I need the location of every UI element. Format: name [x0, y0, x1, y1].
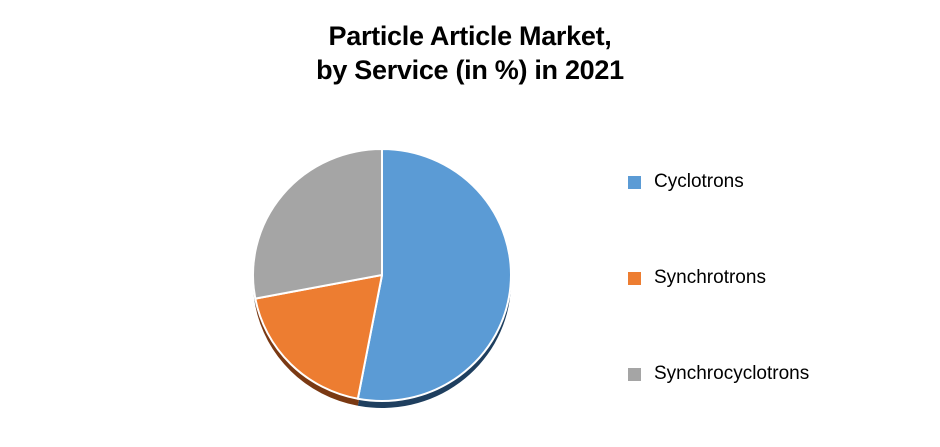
pie-slice-synchrocyclotrons [252, 148, 383, 300]
legend: Cyclotrons Synchrotrons Synchrocyclotron… [628, 170, 809, 386]
legend-label-synchrocyclotrons: Synchrocyclotrons [654, 363, 810, 384]
pie-slice-cyclotrons [356, 148, 512, 402]
legend-item-synchrocyclotrons: Synchrocyclotrons [628, 362, 809, 386]
chart-title-line2: by Service (in %) in 2021 [316, 55, 624, 85]
pie-slice-synchrotrons [254, 274, 383, 400]
legend-label-synchrotrons: Synchrotrons [654, 267, 766, 288]
legend-item-synchrotrons: Synchrotrons [628, 266, 809, 290]
legend-item-cyclotrons: Cyclotrons [628, 170, 809, 194]
chart-title-line1: Particle Article Market, [328, 21, 612, 51]
legend-marker-synchrocyclotrons-icon [628, 367, 641, 381]
legend-label-cyclotrons: Cyclotrons [654, 171, 744, 192]
legend-marker-synchrotrons-icon [628, 271, 641, 285]
chart-title: Particle Article Market, by Service (in … [0, 19, 940, 87]
legend-marker-cyclotrons-icon [628, 175, 641, 189]
